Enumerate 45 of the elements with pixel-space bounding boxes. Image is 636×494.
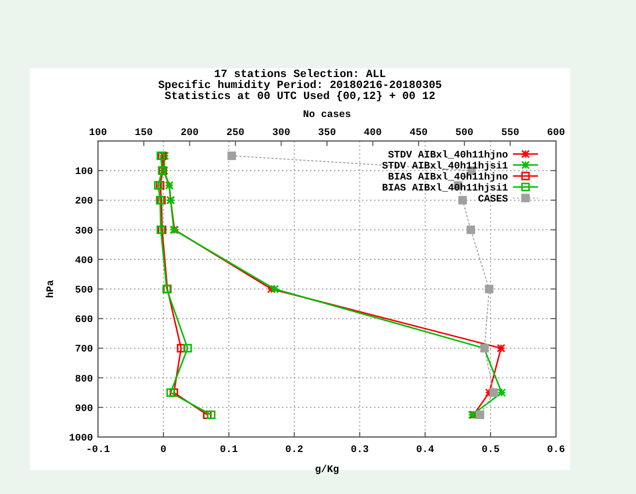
point (484, 284, 494, 294)
x2-tick-label: 500 (455, 128, 474, 139)
x-tick-label: -0.1 (86, 445, 110, 456)
point (458, 196, 467, 204)
x-tick-label: 0.4 (416, 445, 434, 456)
x-tick-label: 0.6 (546, 445, 566, 456)
y-tick-label: 700 (74, 344, 93, 356)
legend-label: CASES (478, 194, 508, 206)
x2-tick-label: 200 (180, 128, 199, 139)
legend-label: BIAS AIBxl_40h11hjsi1 (382, 182, 508, 194)
y-tick-label: 600 (74, 315, 93, 326)
x2-tick-label: 100 (88, 128, 108, 139)
x2-tick-label: 150 (134, 128, 153, 139)
x-tick-label: 0.5 (482, 445, 500, 456)
x2-tick-label: 250 (226, 128, 244, 139)
x2-tick-label: 350 (318, 128, 336, 139)
x-tick-label: 0 (160, 445, 166, 456)
y-tick-label: 100 (74, 167, 93, 178)
y-axis-title: hPa (45, 280, 57, 298)
legend-label: STDV AIBxl_40h11hjsi1 (382, 160, 508, 172)
x2-axis-title: No cases (302, 110, 352, 121)
point (489, 388, 498, 397)
y-tick-label: 400 (74, 256, 93, 267)
x-axis-title: g/Kg (314, 464, 340, 476)
chart-title: 17 stations Selection: ALL (214, 69, 386, 81)
legend-label: BIAS AIBxl_40h11hjno (388, 172, 508, 184)
x2-tick-label: 450 (410, 128, 428, 139)
x2-tick-label: 400 (364, 128, 382, 139)
y-tick-label: 1000 (68, 434, 93, 444)
x2-tick-label: 300 (272, 128, 290, 139)
chart-subtitle: Specific humidity Period: 20180216-20180305 Statistics at 00 UTC Used {00,12} + 00 12 (158, 79, 442, 103)
x2-tick-label: 550 (501, 128, 520, 139)
y-tick-label: 900 (74, 404, 93, 415)
x-tick-label: 0.2 (285, 445, 304, 456)
x2-tick-label: 600 (546, 128, 566, 139)
y-tick-label: 800 (74, 374, 93, 386)
legend-label: STDV AIBxl_40h11hjno (388, 150, 508, 162)
x-tick-label: 0.3 (350, 445, 369, 456)
point (466, 226, 476, 234)
point (476, 410, 484, 420)
x-tick-label: 0.1 (220, 445, 238, 456)
y-tick-label: 200 (74, 196, 93, 208)
y-tick-label: 300 (74, 226, 93, 238)
y-tick-label: 500 (74, 286, 93, 296)
point (227, 152, 236, 160)
